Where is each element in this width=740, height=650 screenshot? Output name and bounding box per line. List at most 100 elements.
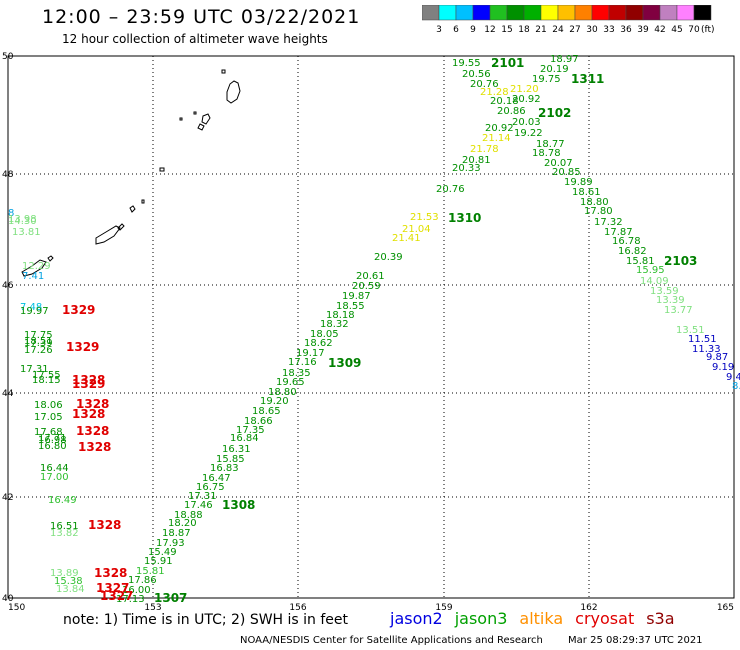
lon-label: 153 (144, 603, 161, 613)
scale-label: 18 (518, 25, 530, 35)
swh-value: 13.51 (676, 325, 705, 336)
swh-value: 18.61 (572, 187, 601, 198)
swh-value: 15.95 (636, 265, 665, 276)
swh-value: 20.07 (544, 158, 573, 169)
mission-cryosat: cryosat (575, 609, 635, 628)
swh-value: 18.15 (32, 375, 61, 386)
swh-value: 18.55 (336, 301, 365, 312)
track-id: 1329 (72, 377, 105, 391)
swh-value: 19.20 (260, 396, 289, 407)
track-id: 1328 (76, 397, 109, 411)
track-id: 2103 (664, 254, 697, 268)
swh-value: 21.04 (402, 224, 431, 235)
swh-value: 8 (8, 208, 14, 219)
swh-value: 13.88 (0, 0, 29, 3)
swh-value: 18.65 (252, 406, 281, 417)
swh-value: 13.81 (12, 227, 41, 238)
track-id: 1327 (96, 581, 129, 595)
lat-label: 44 (2, 389, 14, 399)
lon-label: 159 (435, 603, 452, 613)
track-id: 1308 (222, 498, 255, 512)
swh-value: 20.39 (374, 252, 403, 263)
swh-value: 16.44 (40, 463, 69, 474)
swh-value: 18.80 (580, 197, 609, 208)
swh-value: 17.31 (20, 364, 49, 375)
swh-value: 20.03 (512, 117, 541, 128)
scale-label: 45 (671, 25, 682, 35)
track-id: 1328 (72, 373, 105, 387)
scale-label: 9 (470, 25, 476, 35)
color-scale-bar: 3 6 9 12 15 18 21 24 27 30 33 36 39 42 45 70 (ft) (421, 4, 715, 35)
swh-value: 17.93 (156, 538, 185, 549)
swh-value: 17.13 (116, 594, 145, 605)
scale-label: 39 (637, 25, 649, 35)
swh-value: 13.59 (650, 286, 679, 297)
mission-s3a: s3a (646, 609, 675, 628)
swh-value: 20.33 (452, 163, 481, 174)
swh-value: 15.38 (54, 576, 83, 587)
swh-value: 18.87 (162, 528, 191, 539)
swh-value: 17.16 (288, 357, 317, 368)
map-subtitle: 12 hour collection of altimeter wave hei… (62, 32, 328, 46)
swh-value: 17.00 (40, 472, 69, 483)
swh-value: 11.33 (692, 344, 721, 355)
swh-value: 17.87 (604, 227, 633, 238)
swh-value: 18.51 (24, 336, 53, 347)
swh-value: 18.62 (304, 338, 333, 349)
timestamp: Mar 25 08:29:37 UTC 2021 (568, 635, 703, 646)
lat-label: 40 (2, 594, 14, 604)
swh-value: 16.31 (222, 444, 251, 455)
swh-value: 18.06 (34, 400, 63, 411)
scale-label: 12 (484, 25, 495, 35)
scale-label: 6 (453, 25, 459, 35)
track-labels: 2101 1311 2102 1310 2103 1309 1308 1307 1329 1329… (62, 56, 697, 605)
swh-value: 17.55 (32, 370, 61, 381)
mission-altika: altika (519, 609, 564, 628)
swh-value: 20.59 (352, 281, 381, 292)
swh-value: 17.35 (236, 425, 265, 436)
swh-value: 16.84 (230, 433, 259, 444)
swh-value: 18.35 (282, 368, 311, 379)
swh-value: 15.49 (148, 547, 177, 558)
swh-value: 17.46 (184, 500, 213, 511)
track-id: 1311 (571, 72, 604, 86)
swh-value: 20.85 (552, 167, 581, 178)
swh-value: 18.32 (320, 319, 349, 330)
swh-value: 18.88 (174, 510, 203, 521)
swh-value: 16.47 (202, 473, 231, 484)
swh-value: 12.29 (22, 261, 51, 272)
swh-value: 9.19 (712, 362, 734, 373)
swh-value: 14.09 (640, 276, 669, 287)
track-id: 1328 (94, 566, 127, 580)
swh-value: 8.7 (732, 381, 740, 392)
swh-value: 13.84 (56, 584, 85, 595)
swh-value: 18.18 (326, 310, 355, 321)
swh-value: 16.98 (38, 435, 67, 446)
swh-value: 18.80 (268, 387, 297, 398)
scale-label: 70 (688, 25, 700, 35)
axis-labels: 150 153 156 159 162 165 50 48 46 44 42 40 (2, 52, 734, 613)
swh-value: 19.65 (276, 377, 305, 388)
track-id: 1328 (88, 518, 121, 532)
swh-value: 21.14 (482, 133, 511, 144)
scale-label: 21 (535, 25, 546, 35)
lat-label: 46 (2, 281, 14, 291)
swh-value: 13.98 (8, 214, 37, 225)
swh-value: 17.32 (594, 217, 623, 228)
scale-label: 24 (552, 25, 564, 35)
swh-value: 16.80 (38, 441, 67, 452)
swh-value: 18.05 (310, 329, 339, 340)
swh-value: 13.89 (50, 568, 79, 579)
swh-value: 15.81 (626, 256, 655, 267)
swh-value: 20.92 (512, 94, 541, 105)
swh-value: 20.92 (485, 123, 514, 134)
scale-unit: (ft) (701, 25, 715, 35)
credit-text: NOAA/NESDIS Center for Satellite Applica… (240, 635, 543, 646)
swh-value: 16.78 (612, 236, 641, 247)
swh-value: 15.91 (144, 556, 173, 567)
swh-value: 20.81 (462, 155, 491, 166)
lat-label: 42 (2, 493, 13, 503)
swh-value: 13.46 (0, 0, 29, 3)
track-id: 1329 (62, 303, 95, 317)
scale-swatch (693, 4, 712, 21)
